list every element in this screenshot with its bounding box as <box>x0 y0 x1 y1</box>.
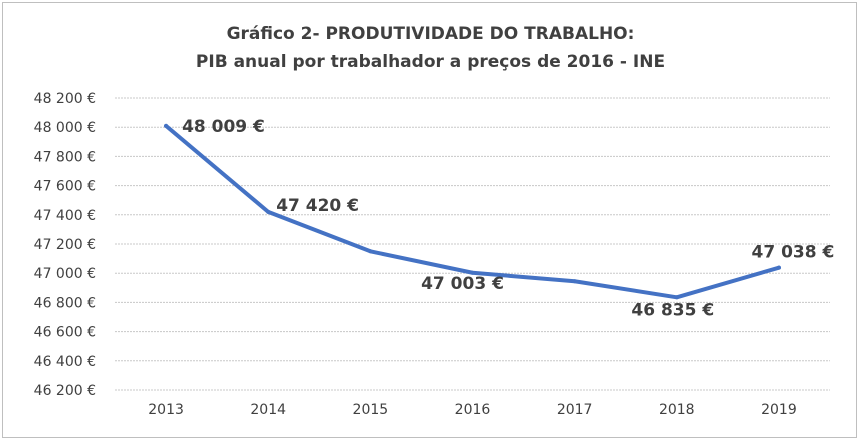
data-point <box>674 295 679 300</box>
x-tick-label: 2016 <box>455 402 491 418</box>
chart-subtitle: PIB anual por trabalhador a preços de 20… <box>195 52 666 72</box>
y-tick-label: 48 200 € <box>34 91 96 107</box>
chart-border <box>2 2 857 438</box>
y-tick-label: 47 800 € <box>34 149 96 165</box>
y-tick-label: 46 600 € <box>34 325 96 341</box>
y-tick-label: 46 200 € <box>34 383 96 399</box>
y-tick-label: 47 400 € <box>34 208 96 224</box>
data-point <box>164 123 169 128</box>
y-tick-label: 46 400 € <box>34 354 96 370</box>
data-point <box>572 279 577 284</box>
x-tick-label: 2017 <box>557 402 593 418</box>
y-tick-label: 47 000 € <box>34 266 96 282</box>
y-tick-label: 48 000 € <box>34 120 96 136</box>
y-tick-label: 47 200 € <box>34 237 96 253</box>
y-tick-label: 47 600 € <box>34 179 96 195</box>
data-label: 46 835 € <box>631 300 714 320</box>
data-point <box>470 270 475 275</box>
x-tick-label: 2015 <box>353 402 389 418</box>
x-tick-label: 2014 <box>250 402 286 418</box>
data-point <box>368 249 373 254</box>
x-tick-label: 2018 <box>659 402 695 418</box>
x-tick-label: 2013 <box>148 402 184 418</box>
chart-title: Gráfico 2- PRODUTIVIDADE DO TRABALHO: <box>226 24 635 44</box>
data-label: 48 009 € <box>182 117 265 137</box>
data-point <box>776 265 781 270</box>
y-tick-label: 46 800 € <box>34 295 96 311</box>
data-label: 47 003 € <box>421 274 504 294</box>
data-point <box>266 209 271 214</box>
data-label: 47 038 € <box>752 243 835 263</box>
x-tick-label: 2019 <box>761 402 797 418</box>
data-label: 47 420 € <box>276 196 359 216</box>
